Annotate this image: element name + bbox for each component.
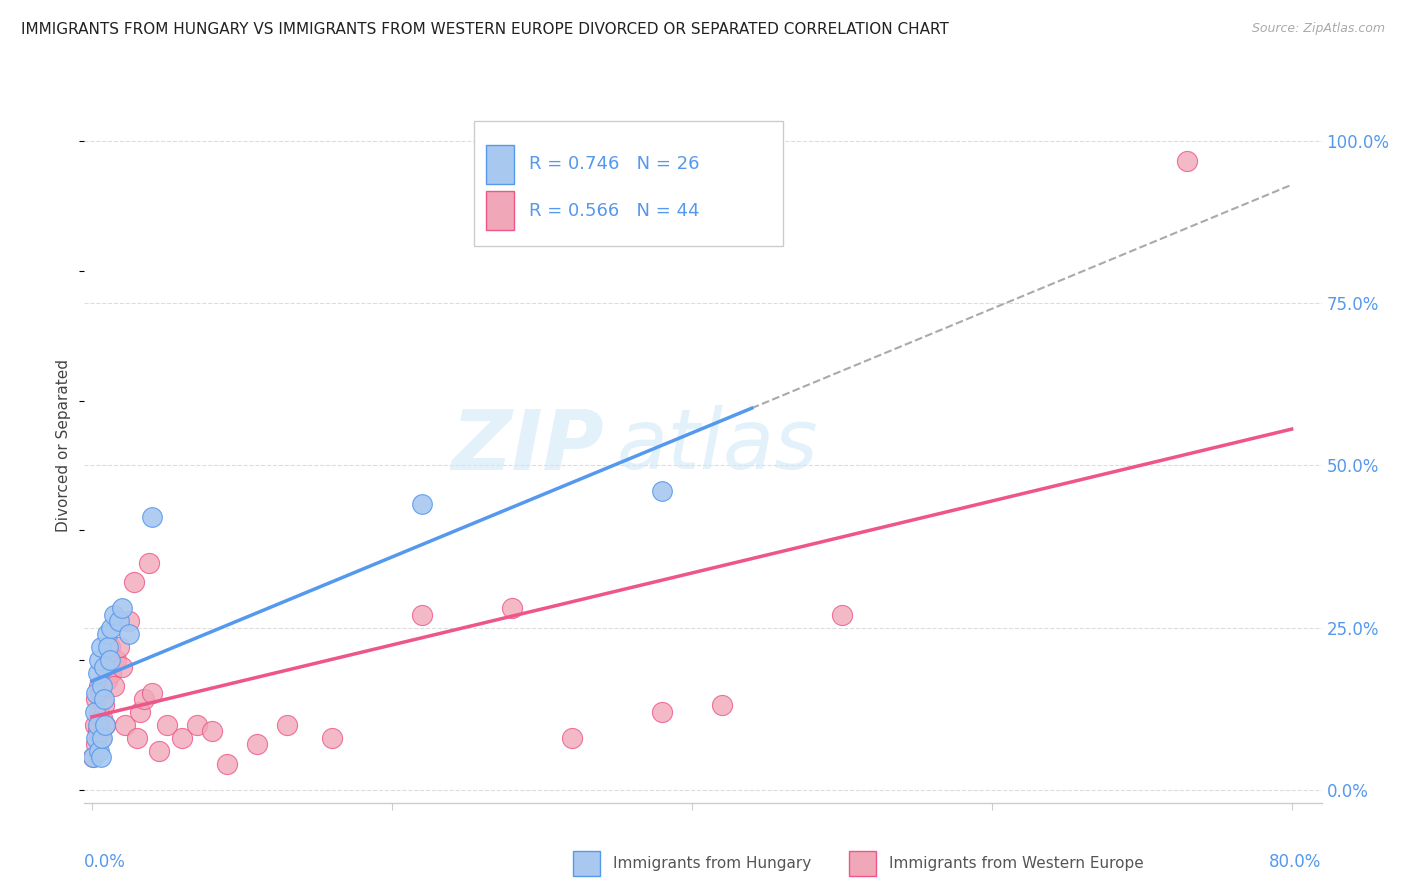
- Point: [89, 679, 111, 693]
- Point: [93, 692, 115, 706]
- Point: [96, 627, 118, 641]
- Point: [86, 738, 108, 752]
- Point: [1175, 153, 1198, 168]
- Point: [94, 718, 117, 732]
- Point: [82, 750, 104, 764]
- Point: [156, 718, 179, 732]
- Point: [122, 575, 145, 590]
- Point: [100, 621, 122, 635]
- Point: [98, 653, 121, 667]
- Point: [98, 640, 121, 654]
- Text: 80.0%: 80.0%: [1270, 853, 1322, 871]
- Text: Immigrants from Western Europe: Immigrants from Western Europe: [889, 856, 1143, 871]
- Point: [103, 607, 125, 622]
- Point: [134, 692, 156, 706]
- Point: [93, 698, 115, 713]
- Point: [148, 744, 170, 758]
- Point: [201, 724, 224, 739]
- Point: [276, 718, 298, 732]
- Text: R = 0.566   N = 44: R = 0.566 N = 44: [529, 202, 699, 219]
- Point: [82, 750, 104, 764]
- Point: [710, 698, 733, 713]
- Point: [90, 640, 112, 654]
- Point: [96, 673, 118, 687]
- Point: [87, 666, 110, 681]
- Point: [561, 731, 583, 745]
- Point: [89, 653, 111, 667]
- Point: [215, 756, 238, 771]
- Text: atlas: atlas: [616, 406, 818, 486]
- Point: [141, 685, 163, 699]
- Point: [111, 659, 134, 673]
- Point: [246, 738, 269, 752]
- Point: [114, 718, 136, 732]
- Point: [141, 510, 163, 524]
- Text: Source: ZipAtlas.com: Source: ZipAtlas.com: [1251, 22, 1385, 36]
- Point: [93, 659, 115, 673]
- Point: [321, 731, 343, 745]
- Text: 0.0%: 0.0%: [84, 853, 127, 871]
- Point: [87, 718, 110, 732]
- Bar: [574, 851, 600, 876]
- Point: [91, 711, 114, 725]
- Point: [90, 750, 112, 764]
- Point: [501, 601, 523, 615]
- Text: R = 0.746   N = 26: R = 0.746 N = 26: [529, 155, 699, 173]
- Point: [651, 705, 673, 719]
- Point: [411, 607, 433, 622]
- Point: [97, 653, 120, 667]
- Point: [83, 705, 105, 719]
- Point: [411, 497, 433, 511]
- Point: [125, 731, 148, 745]
- Point: [94, 718, 117, 732]
- Point: [111, 601, 134, 615]
- Y-axis label: Divorced or Separated: Divorced or Separated: [56, 359, 72, 533]
- Text: Immigrants from Hungary: Immigrants from Hungary: [613, 856, 811, 871]
- Point: [89, 705, 111, 719]
- Point: [89, 744, 111, 758]
- Point: [118, 627, 141, 641]
- Point: [170, 731, 193, 745]
- Point: [100, 666, 122, 681]
- Point: [104, 653, 127, 667]
- Bar: [849, 851, 876, 876]
- Point: [86, 692, 108, 706]
- Point: [86, 685, 108, 699]
- Point: [83, 718, 105, 732]
- Point: [90, 731, 112, 745]
- Point: [91, 731, 114, 745]
- Point: [831, 607, 853, 622]
- Point: [118, 614, 141, 628]
- Point: [108, 640, 131, 654]
- Bar: [486, 145, 513, 184]
- Point: [97, 640, 120, 654]
- Point: [86, 731, 108, 745]
- Bar: [474, 121, 783, 246]
- Point: [91, 679, 114, 693]
- Point: [87, 724, 110, 739]
- Point: [651, 484, 673, 499]
- Text: ZIP: ZIP: [451, 406, 605, 486]
- Bar: [486, 191, 513, 230]
- Point: [90, 685, 112, 699]
- Point: [128, 705, 150, 719]
- Point: [108, 614, 131, 628]
- Text: IMMIGRANTS FROM HUNGARY VS IMMIGRANTS FROM WESTERN EUROPE DIVORCED OR SEPARATED : IMMIGRANTS FROM HUNGARY VS IMMIGRANTS FR…: [21, 22, 949, 37]
- Point: [186, 718, 208, 732]
- Point: [138, 556, 160, 570]
- Point: [103, 679, 125, 693]
